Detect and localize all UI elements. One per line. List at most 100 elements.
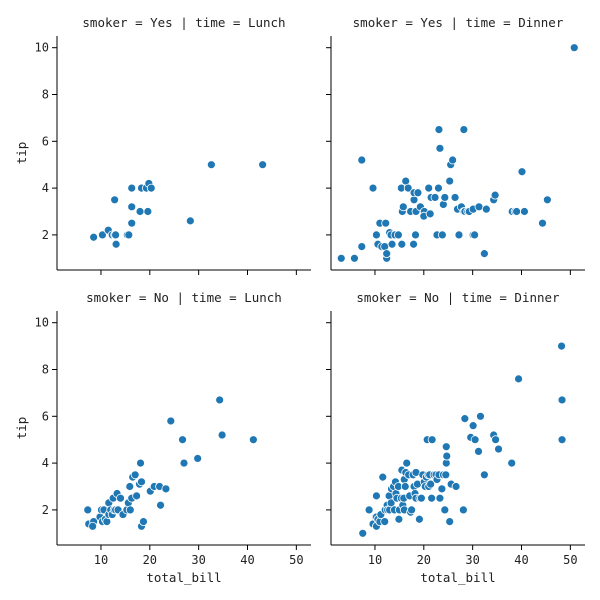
x-axis-label: total_bill bbox=[420, 570, 495, 585]
facet-title: smoker = No | time = Dinner bbox=[356, 290, 560, 305]
data-point bbox=[434, 183, 443, 193]
data-point bbox=[136, 458, 145, 468]
data-point bbox=[380, 517, 390, 526]
data-point bbox=[479, 249, 489, 259]
data-point bbox=[137, 477, 146, 487]
data-point bbox=[520, 207, 529, 216]
data-point bbox=[557, 435, 567, 445]
data-point bbox=[394, 514, 404, 524]
data-point bbox=[494, 444, 503, 454]
facet-panel-4: smoker = No | time = Dinner 10 20 30 40 50 tot… bbox=[326, 290, 585, 585]
data-point bbox=[397, 239, 407, 249]
data-point bbox=[424, 183, 434, 193]
data-point bbox=[411, 230, 420, 240]
data-point bbox=[206, 160, 216, 170]
data-point bbox=[372, 230, 381, 240]
data-point bbox=[451, 482, 461, 491]
data-point bbox=[476, 411, 485, 421]
data-point bbox=[166, 416, 176, 426]
data-point bbox=[415, 514, 424, 524]
data-point bbox=[350, 253, 359, 263]
data-point bbox=[364, 505, 374, 515]
data-point bbox=[127, 202, 137, 212]
y-axis-label: tip bbox=[14, 142, 29, 165]
data-point bbox=[132, 491, 142, 501]
data-point bbox=[538, 218, 547, 228]
data-point bbox=[403, 183, 413, 193]
y-axis-label: tip bbox=[14, 417, 29, 440]
data-point bbox=[387, 239, 397, 249]
y-tick-label: 6 bbox=[42, 409, 49, 423]
data-point bbox=[381, 218, 391, 228]
data-point bbox=[127, 183, 137, 193]
data-point bbox=[430, 193, 440, 202]
data-point bbox=[440, 505, 450, 515]
data-point bbox=[440, 193, 450, 202]
y-tick-label: 4 bbox=[42, 181, 49, 195]
facet-title: smoker = No | time = Lunch bbox=[86, 290, 282, 305]
data-point bbox=[125, 505, 135, 515]
data-point bbox=[470, 230, 480, 240]
facet-title: smoker = Yes | time = Lunch bbox=[82, 15, 285, 30]
data-point bbox=[407, 505, 416, 515]
data-point bbox=[139, 517, 148, 526]
data-point bbox=[454, 230, 464, 240]
data-point bbox=[512, 207, 522, 216]
x-tick-label: 10 bbox=[368, 553, 382, 567]
data-point bbox=[458, 505, 468, 515]
facet-panel-3: smoker = No | time = Lunch 2 4 6 8 10 10 20 30 40… bbox=[14, 290, 311, 585]
y-tick-label: 8 bbox=[42, 363, 49, 377]
data-point bbox=[372, 491, 381, 501]
data-point bbox=[110, 195, 120, 205]
data-point bbox=[416, 493, 426, 503]
y-tick-label: 4 bbox=[42, 456, 49, 470]
data-point bbox=[386, 498, 396, 508]
data-point bbox=[474, 202, 484, 212]
data-point bbox=[450, 193, 460, 202]
data-point bbox=[179, 458, 189, 468]
data-point bbox=[336, 253, 346, 263]
y-tick-label: 10 bbox=[35, 41, 49, 55]
facet-panel-2: smoker = Yes | time = Dinner bbox=[326, 15, 585, 275]
data-point bbox=[358, 528, 368, 538]
data-point bbox=[441, 470, 451, 480]
data-point bbox=[413, 188, 423, 198]
data-point bbox=[185, 216, 195, 226]
data-point bbox=[193, 454, 203, 463]
x-tick-label: 30 bbox=[191, 553, 205, 567]
data-point bbox=[427, 435, 437, 445]
y-tick-label: 2 bbox=[42, 503, 49, 517]
x-tick-label: 40 bbox=[240, 553, 254, 567]
facet-panel-1: smoker = Yes | time = Lunch 2 4 6 8 10 tip bbox=[14, 15, 311, 275]
x-tick-label: 20 bbox=[417, 553, 431, 567]
data-point bbox=[481, 204, 491, 214]
data-point bbox=[368, 183, 378, 193]
data-point bbox=[382, 249, 392, 259]
x-axis-label: total_bill bbox=[146, 570, 221, 585]
data-point bbox=[542, 195, 552, 205]
data-point bbox=[161, 484, 171, 494]
data-point bbox=[445, 176, 455, 186]
data-point bbox=[507, 458, 517, 468]
y-tick-label: 6 bbox=[42, 134, 49, 148]
data-point bbox=[88, 521, 98, 531]
data-point bbox=[470, 435, 480, 445]
data-point bbox=[442, 451, 452, 461]
data-point bbox=[437, 484, 447, 494]
x-tick-label: 40 bbox=[514, 553, 528, 567]
data-point bbox=[124, 230, 134, 240]
data-point bbox=[156, 500, 165, 510]
data-point bbox=[435, 493, 445, 503]
data-point bbox=[445, 517, 455, 526]
data-point bbox=[217, 430, 227, 440]
data-point bbox=[459, 125, 469, 135]
data-point bbox=[441, 442, 451, 452]
y-tick-label: 10 bbox=[35, 316, 49, 330]
x-tick-label: 10 bbox=[94, 553, 108, 567]
data-point bbox=[89, 232, 99, 242]
data-point bbox=[398, 202, 408, 212]
data-point bbox=[569, 43, 579, 53]
data-point bbox=[557, 341, 566, 351]
data-point bbox=[357, 155, 367, 165]
data-point bbox=[491, 435, 501, 445]
